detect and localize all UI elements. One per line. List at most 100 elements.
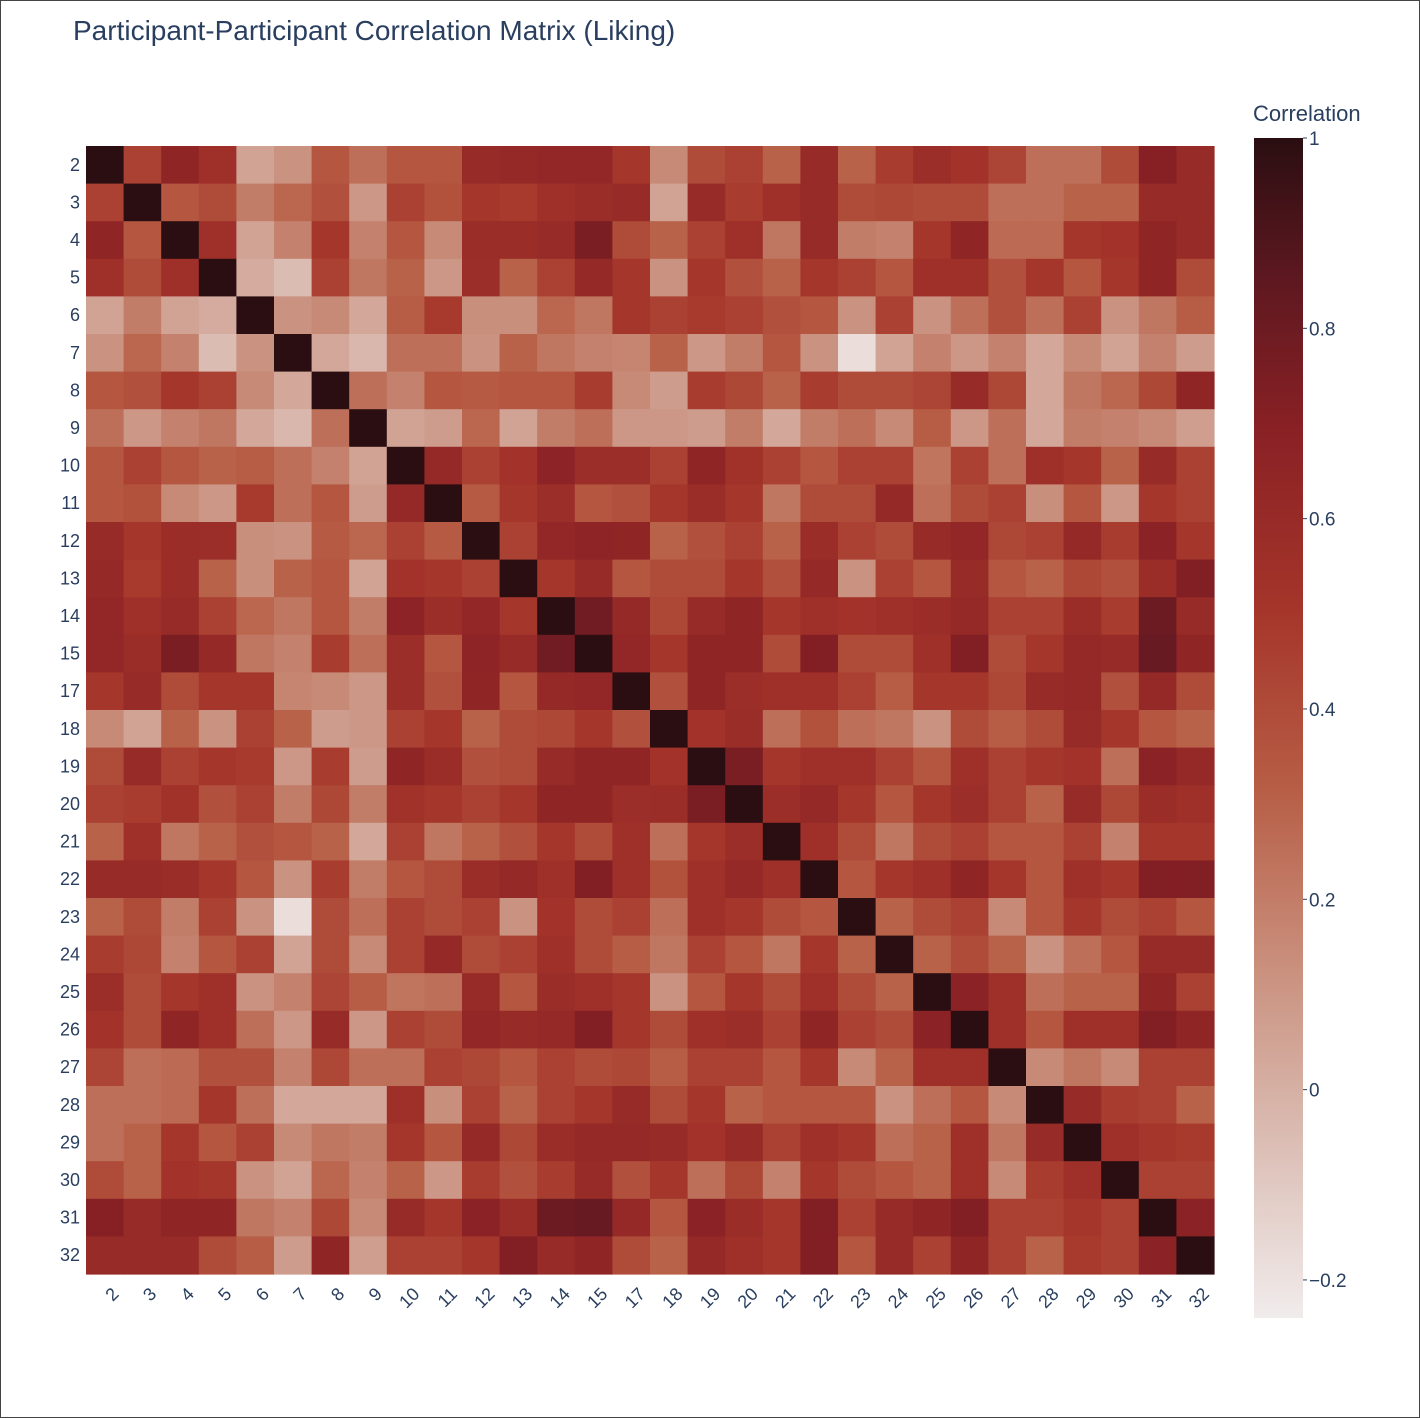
heatmap-cell: [950, 221, 989, 260]
heatmap-cell: [875, 597, 914, 636]
heatmap-cell: [161, 1123, 200, 1162]
heatmap-cell: [198, 146, 237, 185]
heatmap-cell: [988, 221, 1027, 260]
heatmap-cell: [800, 258, 839, 297]
heatmap-cell: [349, 710, 388, 749]
heatmap-cell: [236, 1010, 275, 1049]
heatmap-cell: [650, 973, 689, 1012]
heatmap-cell: [274, 1198, 313, 1237]
heatmap-cell: [574, 1123, 613, 1162]
heatmap-cell: [462, 1048, 501, 1087]
heatmap-cell: [537, 1048, 576, 1087]
heatmap-cell: [1138, 860, 1177, 899]
heatmap-cell: [913, 484, 952, 523]
heatmap-cell: [86, 898, 125, 937]
heatmap-cells: [86, 146, 1215, 1275]
heatmap-cell: [913, 597, 952, 636]
heatmap-cell: [1026, 484, 1065, 523]
heatmap-cell: [311, 672, 350, 711]
y-tick-label: 5: [70, 268, 80, 288]
heatmap-cell: [537, 822, 576, 861]
heatmap-cell: [950, 258, 989, 297]
heatmap-cell: [349, 1161, 388, 1200]
heatmap-cell: [386, 860, 425, 899]
heatmap-cell: [349, 785, 388, 824]
heatmap-cell: [574, 446, 613, 485]
heatmap-cell: [236, 296, 275, 335]
heatmap-cell: [988, 785, 1027, 824]
x-tick-label: 5: [214, 1284, 235, 1305]
heatmap-cell: [123, 785, 162, 824]
y-tick-label: 17: [60, 681, 80, 701]
heatmap-cell: [988, 1198, 1027, 1237]
heatmap-cell: [198, 710, 237, 749]
heatmap-cell: [198, 1198, 237, 1237]
heatmap-cell: [1101, 258, 1140, 297]
heatmap-cell: [1138, 1123, 1177, 1162]
heatmap-cell: [386, 1123, 425, 1162]
heatmap-cell: [161, 334, 200, 373]
heatmap-cell: [650, 484, 689, 523]
heatmap-cell: [1063, 183, 1102, 222]
heatmap-cell: [1063, 672, 1102, 711]
heatmap-cell: [800, 1161, 839, 1200]
heatmap-cell: [875, 973, 914, 1012]
heatmap-cell: [725, 221, 764, 260]
heatmap-cell: [650, 409, 689, 448]
heatmap-cell: [274, 747, 313, 786]
heatmap-cell: [86, 409, 125, 448]
heatmap-cell: [574, 1161, 613, 1200]
heatmap-cell: [988, 860, 1027, 899]
heatmap-cell: [913, 522, 952, 561]
y-tick-label: 27: [60, 1057, 80, 1077]
heatmap-cell: [762, 484, 801, 523]
heatmap-cell: [838, 935, 877, 974]
heatmap-cell: [950, 822, 989, 861]
heatmap-cell: [161, 1048, 200, 1087]
heatmap-cell: [236, 672, 275, 711]
heatmap-cell: [950, 597, 989, 636]
heatmap-cell: [988, 634, 1027, 673]
heatmap-cell: [123, 1086, 162, 1125]
heatmap-cell: [1026, 860, 1065, 899]
heatmap-cell: [386, 221, 425, 260]
heatmap-cell: [838, 296, 877, 335]
heatmap-cell: [1176, 296, 1215, 335]
heatmap-cell: [875, 371, 914, 410]
heatmap-cell: [424, 747, 463, 786]
heatmap-cell: [537, 1161, 576, 1200]
heatmap-cell: [86, 973, 125, 1012]
heatmap-cell: [988, 1236, 1027, 1275]
heatmap-cell: [1138, 183, 1177, 222]
heatmap-cell: [424, 672, 463, 711]
heatmap-cell: [123, 1123, 162, 1162]
colorbar-tick-label: −0.2: [1309, 1271, 1347, 1292]
heatmap-cell: [386, 183, 425, 222]
heatmap-cell: [1138, 634, 1177, 673]
heatmap-cell: [1176, 898, 1215, 937]
heatmap-cell: [123, 1236, 162, 1275]
heatmap-cell: [123, 898, 162, 937]
heatmap-cell: [86, 634, 125, 673]
heatmap-cell: [913, 935, 952, 974]
heatmap-cell: [386, 822, 425, 861]
heatmap-cell: [1026, 597, 1065, 636]
heatmap-cell: [650, 935, 689, 974]
heatmap-cell: [86, 146, 125, 185]
heatmap-cell: [462, 334, 501, 373]
heatmap-cell: [875, 822, 914, 861]
heatmap-cell: [274, 371, 313, 410]
heatmap-cell: [198, 785, 237, 824]
heatmap-cell: [462, 710, 501, 749]
heatmap-cell: [424, 334, 463, 373]
heatmap-cell: [311, 296, 350, 335]
heatmap-cell: [612, 183, 651, 222]
heatmap-cell: [537, 409, 576, 448]
heatmap-cell: [198, 973, 237, 1012]
heatmap-cell: [311, 898, 350, 937]
heatmap-cell: [198, 446, 237, 485]
heatmap-cell: [499, 146, 538, 185]
heatmap-cell: [424, 484, 463, 523]
heatmap-cell: [800, 522, 839, 561]
heatmap-cell: [687, 258, 726, 297]
